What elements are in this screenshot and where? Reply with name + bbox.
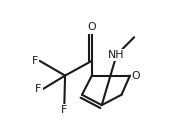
Text: F: F <box>61 105 68 115</box>
Text: F: F <box>32 56 38 66</box>
Text: O: O <box>132 71 140 81</box>
Text: NH: NH <box>108 50 125 60</box>
Text: F: F <box>35 84 41 94</box>
Text: O: O <box>88 22 96 32</box>
